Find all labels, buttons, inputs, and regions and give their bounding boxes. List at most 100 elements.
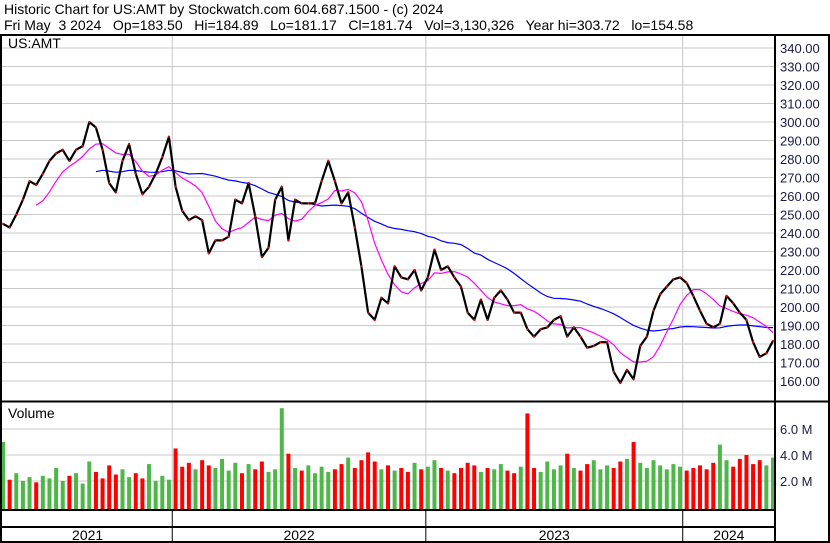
year-label: 2021 bbox=[72, 527, 103, 543]
volume-bar bbox=[565, 453, 570, 509]
close-point bbox=[466, 311, 469, 314]
volume-bar bbox=[691, 468, 696, 509]
volume-bar bbox=[87, 461, 92, 509]
close-point bbox=[121, 159, 124, 162]
chart-title: Historic Chart for US:AMT by Stockwatch.… bbox=[4, 1, 444, 17]
volume-bar bbox=[239, 473, 244, 509]
volume-bar bbox=[764, 465, 769, 509]
close-point bbox=[307, 202, 310, 205]
close-point bbox=[393, 265, 396, 268]
close-point bbox=[705, 322, 708, 325]
volume-bar bbox=[213, 468, 218, 509]
price-tick-label: 180.00 bbox=[780, 337, 820, 352]
close-point bbox=[287, 239, 290, 242]
close-point bbox=[320, 180, 323, 183]
volume-bar bbox=[47, 478, 52, 509]
price-axis: 340.00 330.00 320.00 310.00 300.00 290.00 280.… bbox=[780, 41, 820, 389]
close-point bbox=[579, 335, 582, 338]
close-point bbox=[772, 339, 774, 342]
close-point bbox=[294, 198, 296, 201]
close-point bbox=[115, 191, 117, 194]
price-tick-label: 170.00 bbox=[780, 356, 820, 371]
close-point bbox=[108, 182, 111, 185]
volume-bar bbox=[346, 457, 351, 509]
volume-bar bbox=[339, 464, 344, 509]
volume-bar bbox=[147, 464, 152, 509]
volume-bar bbox=[273, 469, 278, 509]
close-point bbox=[480, 298, 482, 301]
close-point bbox=[254, 215, 257, 218]
volume-bar bbox=[751, 464, 756, 509]
close-point bbox=[632, 378, 635, 381]
close-point bbox=[373, 318, 376, 321]
close-point bbox=[154, 172, 157, 175]
volume-bar bbox=[432, 460, 437, 509]
volume-bar bbox=[140, 478, 145, 509]
volume-bar bbox=[618, 461, 623, 509]
close-point bbox=[387, 302, 389, 305]
year-label: 2022 bbox=[283, 527, 314, 543]
volume-bar bbox=[160, 475, 165, 509]
close-point bbox=[460, 285, 462, 288]
close-point bbox=[234, 198, 237, 201]
volume-bar bbox=[352, 468, 357, 509]
volume-axis: 6.0 M 4.0 M 2.0 M bbox=[780, 422, 813, 489]
volume-bar bbox=[591, 460, 596, 509]
price-tick-label: 300.00 bbox=[780, 115, 820, 130]
date-axis: 2021 2022 2023 2024 bbox=[72, 510, 745, 543]
close-point bbox=[214, 239, 217, 242]
volume-bar bbox=[93, 471, 98, 509]
close-point bbox=[586, 346, 588, 349]
volume-bar bbox=[60, 481, 65, 509]
volume-bar bbox=[419, 469, 424, 509]
close-point bbox=[2, 222, 4, 225]
volume-bar bbox=[379, 469, 384, 509]
volume-bar bbox=[153, 481, 158, 509]
volume-bar bbox=[704, 469, 709, 509]
close-point bbox=[453, 276, 456, 279]
close-point bbox=[367, 311, 369, 314]
volume-tick-label: 4.0 M bbox=[780, 448, 813, 463]
volume-bar bbox=[186, 462, 191, 509]
close-point bbox=[407, 278, 409, 281]
close-point bbox=[221, 239, 223, 242]
volume-bar bbox=[465, 462, 470, 509]
close-point bbox=[168, 135, 170, 138]
volume-bar bbox=[200, 460, 205, 509]
volume-bar bbox=[7, 479, 12, 509]
volume-bar bbox=[113, 474, 118, 509]
close-point bbox=[55, 152, 57, 155]
volume-bar bbox=[133, 473, 138, 509]
volume-bar bbox=[578, 470, 583, 509]
frame bbox=[0, 34, 830, 543]
volume-bar bbox=[638, 462, 643, 509]
price-tick-label: 160.00 bbox=[780, 374, 820, 389]
volume-tick-label: 2.0 M bbox=[780, 474, 813, 489]
volume-bar bbox=[127, 477, 132, 509]
close-point bbox=[274, 198, 276, 201]
close-point bbox=[81, 145, 84, 148]
volume-bar bbox=[445, 470, 450, 509]
close-point bbox=[612, 370, 615, 373]
volume-bar bbox=[332, 469, 337, 509]
close-point bbox=[188, 219, 190, 222]
close-point bbox=[267, 246, 270, 249]
volume-bar bbox=[1, 442, 5, 509]
volume-bar bbox=[452, 473, 457, 509]
volume-bar bbox=[173, 448, 178, 509]
price-tick-label: 330.00 bbox=[780, 60, 820, 75]
close-point bbox=[592, 344, 595, 347]
volume-bar bbox=[744, 455, 749, 509]
close-point bbox=[619, 381, 622, 384]
close-point bbox=[553, 318, 555, 321]
close-point bbox=[699, 309, 701, 312]
volume-bar bbox=[220, 458, 225, 509]
close-point bbox=[758, 355, 761, 358]
close-point bbox=[141, 193, 144, 196]
volume-bar bbox=[757, 460, 762, 509]
volume-bar bbox=[737, 458, 742, 509]
volume-bar bbox=[246, 464, 251, 509]
close-point bbox=[500, 289, 502, 292]
close-point bbox=[75, 148, 77, 151]
